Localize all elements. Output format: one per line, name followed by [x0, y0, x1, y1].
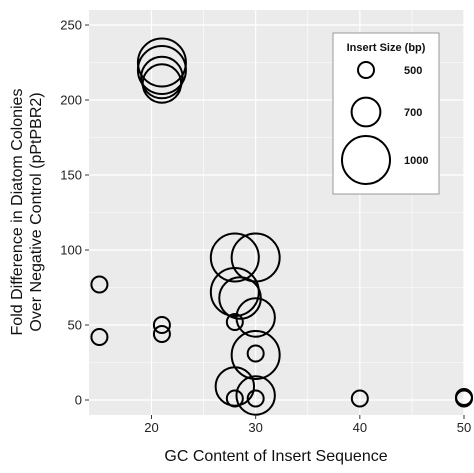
data-point [235, 375, 276, 416]
legend-box [332, 32, 440, 195]
legend-key-circle [357, 61, 375, 79]
y-tick-label: 0 [75, 393, 82, 408]
y-axis-title-line-2: Over Negative Control (pPtPBR2) [28, 92, 45, 331]
data-point [141, 63, 183, 104]
x-tick-label: 30 [248, 420, 262, 435]
data-point [246, 389, 265, 408]
data-point [136, 45, 187, 95]
x-axis-title: GC Content of Insert Sequence [164, 448, 387, 465]
data-point [230, 330, 281, 380]
y-tick-label: 250 [60, 18, 82, 33]
data-point [235, 297, 276, 338]
legend: Insert Size (bp) 500 700 1000 [332, 32, 440, 195]
x-tick-label: 40 [353, 420, 367, 435]
data-point [246, 344, 265, 363]
x-tick-label: 20 [144, 420, 158, 435]
data-point [209, 267, 260, 317]
x-tick-label: 50 [457, 420, 471, 435]
legend-label: 700 [404, 107, 422, 119]
legend-label: 500 [404, 65, 422, 77]
data-point [152, 316, 171, 334]
data-point [225, 313, 244, 331]
x-axis-ticks: 20 30 40 50 [144, 415, 471, 435]
data-points [90, 37, 473, 416]
y-tick-label: 100 [60, 243, 82, 258]
data-point [90, 328, 109, 346]
y-tick-label: 50 [68, 318, 82, 333]
legend-key-circle [350, 96, 382, 128]
y-axis-title-line-1: Fold Difference in Diatom Colonies [9, 89, 26, 336]
data-point [455, 388, 473, 406]
data-point [90, 275, 109, 294]
data-point [140, 55, 184, 100]
legend-key-circle [341, 135, 391, 185]
data-point [152, 325, 171, 343]
data-point [350, 389, 369, 408]
legend-label: 1000 [404, 155, 428, 167]
data-point [225, 389, 244, 408]
data-point [136, 37, 187, 88]
y-axis-ticks: 0 50 100 150 200 250 [60, 18, 89, 408]
legend-entries: 500 700 1000 [341, 61, 428, 185]
data-point [209, 232, 260, 283]
legend-title: Insert Size (bp) [347, 42, 426, 54]
y-tick-label: 200 [60, 93, 82, 108]
y-tick-label: 150 [60, 168, 82, 183]
